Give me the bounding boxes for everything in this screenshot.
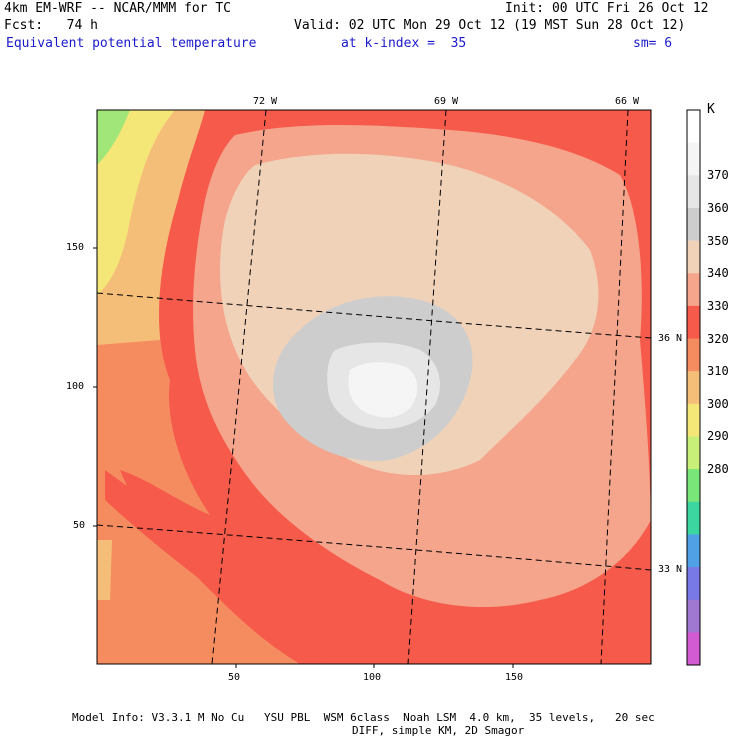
- y-tick-50: 50: [73, 520, 86, 531]
- colorbar: [686, 109, 701, 666]
- colorbar-label: 310: [707, 364, 729, 379]
- colorbar-swatch: [687, 436, 700, 470]
- y-tick-150: 150: [66, 242, 85, 253]
- colorbar-swatch: [687, 305, 700, 340]
- colorbar-swatch: [687, 273, 700, 307]
- colorbar-label: 300: [707, 396, 729, 411]
- colorbar-swatch: [687, 371, 700, 405]
- colorbar-swatch: [687, 567, 700, 601]
- colorbar-swatch: [687, 207, 700, 242]
- model-info: Model Info: V3.3.1 M No Cu YSU PBL WSM 6…: [72, 711, 655, 724]
- forecast-hour: Fcst: 74 h: [4, 18, 98, 33]
- colorbar-label: 280: [707, 462, 729, 477]
- meridian-69w: [407, 110, 447, 664]
- lon-label-72w: 72 W: [253, 96, 278, 107]
- smoothing: sm= 6: [633, 36, 673, 51]
- colorbar-swatch: [687, 175, 700, 209]
- colorbar-label: 360: [707, 200, 729, 215]
- colorbar-label: 320: [707, 331, 729, 346]
- model-info-diff: DIFF, simple KM, 2D Smagor: [352, 724, 525, 737]
- colorbar-label: 370: [707, 168, 729, 183]
- lat-label-36n: 36 N: [658, 333, 683, 344]
- lon-label-69w: 69 W: [434, 96, 459, 107]
- x-tick-50: 50: [228, 672, 241, 683]
- colorbar-swatch: [687, 534, 700, 568]
- parallel-36n: [97, 292, 651, 339]
- x-tick-marks: [93, 247, 514, 668]
- field-name: Equivalent potential temperature: [6, 36, 257, 51]
- colorbar-label: 350: [707, 233, 729, 248]
- lon-label-66w: 66 W: [615, 96, 640, 107]
- colorbar-label: 290: [707, 429, 729, 444]
- colorbar-swatch: [687, 599, 700, 633]
- y-tick-100: 100: [66, 381, 85, 392]
- colorbar-label: 330: [707, 298, 729, 313]
- x-tick-100: 100: [363, 672, 382, 683]
- valid-time: Valid: 02 UTC Mon 29 Oct 12 (19 MST Sun …: [294, 18, 686, 33]
- meridian-66w: [600, 110, 629, 664]
- x-tick-150: 150: [505, 672, 524, 683]
- colorbar-unit: K: [707, 102, 715, 117]
- colorbar-swatch: [687, 469, 700, 503]
- contour-field: [97, 110, 651, 664]
- init-time: Init: 00 UTC Fri 26 Oct 12: [505, 1, 709, 16]
- colorbar-frame: [686, 109, 701, 666]
- colorbar-swatch: [687, 632, 700, 666]
- colorbar-swatch: [687, 110, 700, 144]
- graticule: [97, 110, 651, 664]
- colorbar-swatch: [687, 501, 700, 535]
- meridian-72w: [211, 110, 267, 664]
- colorbar-swatch: [687, 240, 700, 274]
- colorbar-swatch: [687, 338, 700, 372]
- parallel-33n: [97, 524, 651, 571]
- colorbar-swatch: [687, 142, 700, 176]
- colorbar-label: 340: [707, 266, 729, 281]
- model-title: 4km EM-WRF -- NCAR/MMM for TC: [4, 1, 231, 16]
- colorbar-swatch: [687, 403, 700, 437]
- lat-label-33n: 33 N: [658, 564, 683, 575]
- k-index: at k-index = 35: [341, 36, 467, 51]
